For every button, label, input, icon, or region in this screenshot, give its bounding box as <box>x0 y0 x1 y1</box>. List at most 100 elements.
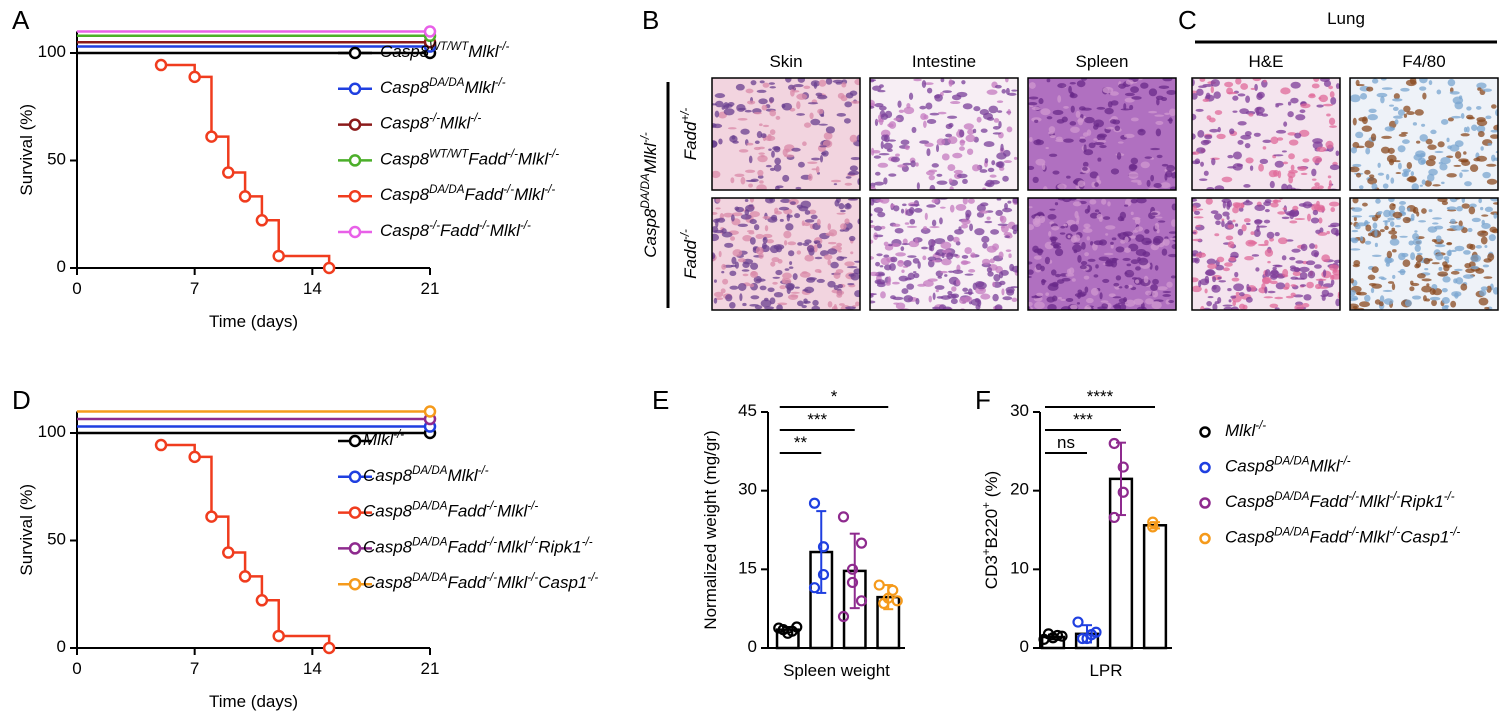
tissue-texture <box>1168 253 1176 258</box>
survival-marker <box>222 166 235 179</box>
legend-label: Casp8-/-Fadd-/-Mlkl-/- <box>380 220 531 240</box>
tissue-texture <box>1294 132 1302 139</box>
tissue-texture <box>895 252 906 257</box>
tissue-texture <box>1215 264 1224 271</box>
tissue-texture <box>1088 142 1096 149</box>
legend-marker <box>348 46 362 60</box>
tissue-texture <box>1476 125 1486 133</box>
tissue-texture <box>1359 185 1364 190</box>
tissue-texture <box>1202 98 1210 103</box>
tissue-texture <box>1318 217 1323 224</box>
tissue-texture <box>721 263 727 270</box>
tissue-texture <box>840 209 846 213</box>
tissue-texture <box>1084 116 1095 124</box>
tissue-texture <box>1452 225 1464 231</box>
tissue-texture <box>713 297 718 304</box>
tissue-texture <box>1493 212 1498 219</box>
tissue-texture <box>1392 98 1403 102</box>
tissue-texture <box>1264 208 1270 213</box>
tissue-texture <box>870 198 875 206</box>
tissue-texture <box>1453 278 1458 284</box>
tissue-texture <box>883 254 890 258</box>
tissue-texture <box>757 155 768 163</box>
tissue-texture <box>1351 207 1363 212</box>
tissue-texture <box>959 139 965 146</box>
tissue-texture <box>1207 263 1217 270</box>
tissue-texture <box>1036 292 1044 297</box>
tissue-texture <box>1259 158 1269 164</box>
tissue-texture <box>912 271 917 274</box>
tissue-texture <box>961 80 966 85</box>
tissue-texture <box>729 301 736 309</box>
tissue-texture <box>1059 232 1066 235</box>
tissue-texture <box>1200 305 1205 310</box>
tissue-texture <box>1169 237 1176 241</box>
data-point <box>817 568 830 581</box>
tissue-texture <box>1244 143 1251 149</box>
tissue-texture <box>993 273 1001 282</box>
tissue-texture <box>1084 286 1089 293</box>
tissue-texture <box>1482 88 1493 92</box>
tissue-texture <box>1377 172 1385 176</box>
tissue-texture <box>941 153 950 161</box>
tissue-texture <box>1232 219 1236 223</box>
tissue-texture <box>1399 235 1408 238</box>
tissue-texture <box>729 285 739 290</box>
tissue-texture <box>1311 168 1317 177</box>
tissue-texture <box>1123 133 1135 139</box>
tissue-texture <box>1117 141 1124 144</box>
tissue-texture <box>1052 170 1060 175</box>
tissue-texture <box>926 119 937 124</box>
tissue-texture <box>1133 298 1144 305</box>
tissue-texture <box>818 123 828 126</box>
tissue-texture <box>1402 216 1411 224</box>
tissue-texture <box>1364 240 1372 245</box>
tissue-texture <box>1284 211 1296 216</box>
y-axis-label: CD3+B220+ (%) <box>981 471 1001 589</box>
tissue-texture <box>1089 199 1097 205</box>
tissue-bg <box>712 78 860 190</box>
tissue-texture <box>1277 211 1286 215</box>
tissue-texture <box>1192 198 1198 202</box>
tissue-texture <box>1216 256 1225 263</box>
tissue-texture <box>951 286 957 292</box>
tissue-texture <box>1155 120 1164 125</box>
tissue-texture <box>1391 283 1396 291</box>
tissue-texture <box>1416 211 1420 217</box>
tissue-texture <box>1410 213 1415 221</box>
tissue-texture <box>819 155 824 163</box>
tissue-texture <box>1264 269 1271 278</box>
tissue-texture <box>1214 233 1220 237</box>
y-tick-label: 100 <box>38 42 66 61</box>
tissue-texture <box>1090 287 1099 296</box>
tissue-texture <box>1292 205 1299 211</box>
tissue-texture <box>965 209 972 218</box>
tissue-texture <box>769 129 776 135</box>
tissue-texture <box>721 105 725 110</box>
tissue-texture <box>1312 209 1319 216</box>
tissue-texture <box>776 304 783 310</box>
y-tick-label: 30 <box>1010 401 1029 420</box>
tissue-texture <box>1046 296 1055 303</box>
tissue-texture <box>1311 186 1320 190</box>
tissue-texture <box>1162 290 1172 294</box>
tissue-texture <box>1146 179 1151 187</box>
tissue-texture <box>897 164 907 168</box>
tissue-texture <box>1335 150 1340 157</box>
tissue-texture <box>1232 110 1238 113</box>
tissue-texture <box>1352 297 1359 301</box>
tissue-texture <box>1411 183 1419 190</box>
tissue-texture <box>1414 230 1418 233</box>
tissue-texture <box>1303 294 1312 301</box>
tissue-texture <box>1007 200 1012 204</box>
tissue-texture <box>928 295 932 303</box>
tissue-texture <box>870 293 877 296</box>
tissue-texture <box>1192 205 1197 212</box>
tissue-texture <box>782 272 792 280</box>
tissue-texture <box>856 134 860 143</box>
tissue-texture <box>1192 92 1198 100</box>
tissue-texture <box>767 133 772 141</box>
tissue-texture <box>1360 93 1368 100</box>
tissue-texture <box>952 269 964 274</box>
tissue-texture <box>1072 201 1082 207</box>
